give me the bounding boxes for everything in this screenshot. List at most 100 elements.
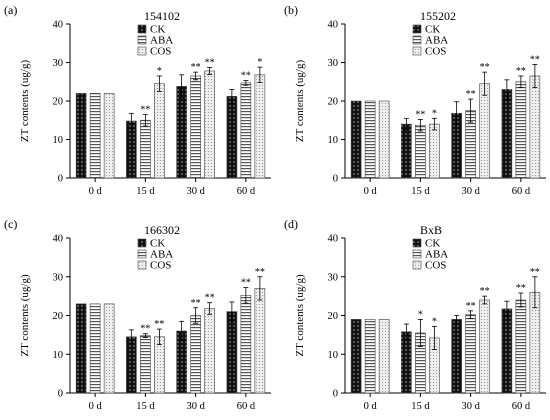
legend-swatch-aba — [137, 249, 147, 259]
y-tick-label: 40 — [53, 20, 64, 31]
chart-panel-2: (b) 155202 ZT contents (ug/g) 0 10 20 30 40 0 d *… — [284, 3, 546, 197]
bar-ck-60d — [501, 89, 513, 179]
bar-aba-60d — [240, 295, 252, 394]
significance-label: ** — [466, 301, 476, 312]
y-tick-label: 10 — [328, 350, 339, 361]
legend-swatch-cos — [412, 260, 422, 270]
chart-title: BxB — [420, 223, 442, 237]
y-tick-label: 40 — [328, 20, 339, 31]
x-tick-label: 0 d — [364, 401, 378, 412]
bar-cos-30d — [204, 70, 215, 179]
significance-label: ** — [530, 267, 540, 278]
legend-swatch-ck — [412, 238, 422, 248]
significance-label: ** — [415, 109, 425, 120]
x-tick-label: 60 d — [237, 186, 256, 197]
significance-label: ** — [241, 278, 251, 289]
x-tick-label: 30 d — [461, 401, 480, 412]
legend-swatch-ck — [137, 238, 147, 248]
legend-label-ck: CK — [425, 238, 440, 250]
legend-label-cos: COS — [425, 46, 446, 58]
legend-label-cos: COS — [150, 260, 171, 272]
bar-cos-60d — [254, 288, 266, 394]
legend-label-aba: ABA — [425, 249, 448, 261]
bar-cos-15d — [429, 123, 440, 179]
significance-label: * — [432, 108, 437, 119]
legend-swatch-cos — [137, 260, 147, 270]
bar-ck-15d — [401, 123, 412, 179]
significance-label: ** — [140, 104, 150, 115]
chart-panel-1: (a) 154102 ZT contents (ug/g) 0 10 20 30 40 0 d *… — [4, 3, 271, 197]
x-tick-label: 60 d — [237, 401, 256, 412]
bar-cos-60d — [254, 74, 266, 179]
x-tick-label: 0 d — [364, 186, 378, 197]
y-tick-label: 0 — [58, 389, 63, 400]
legend-label-aba: ABA — [150, 249, 173, 261]
bar-cos-30d — [479, 83, 490, 179]
panel-label: (a) — [4, 3, 17, 17]
significance-label: ** — [205, 58, 215, 69]
bar-aba-0d — [364, 100, 376, 179]
chart-panel-3: (c) 166302 ZT contents (ug/g) 0 10 20 30 40 0 d *… — [4, 217, 271, 412]
legend-label-cos: COS — [150, 46, 171, 58]
legend-swatch-aba — [137, 35, 147, 45]
bar-aba-60d — [515, 299, 527, 394]
panel-label: (d) — [284, 217, 298, 231]
significance-label: ** — [140, 324, 150, 335]
significance-label: ** — [154, 319, 164, 330]
y-axis-label: ZT contents (ug/g) — [19, 274, 31, 357]
y-tick-label: 20 — [328, 311, 339, 322]
y-tick-label: 40 — [328, 234, 339, 245]
bar-ck-0d — [350, 100, 362, 179]
significance-label: ** — [530, 54, 540, 65]
significance-label: ** — [255, 267, 265, 278]
bar-aba-30d — [190, 75, 201, 179]
bar-aba-30d — [465, 314, 476, 394]
y-tick-label: 30 — [328, 272, 339, 283]
x-tick-label: 30 d — [186, 401, 205, 412]
y-tick-label: 20 — [53, 97, 64, 108]
bar-aba-0d — [89, 303, 101, 394]
legend-label-ck: CK — [150, 238, 165, 250]
significance-label: ** — [516, 283, 526, 294]
bar-cos-60d — [529, 75, 541, 179]
bar-ck-30d — [176, 86, 187, 179]
chart-title: 155202 — [420, 9, 456, 23]
bar-aba-60d — [515, 81, 527, 179]
y-axis-label: ZT contents (ug/g) — [294, 60, 306, 143]
y-tick-label: 40 — [53, 234, 64, 245]
x-tick-label: 60 d — [512, 186, 531, 197]
bar-cos-0d — [103, 303, 115, 394]
y-tick-label: 10 — [53, 135, 64, 146]
legend-swatch-cos — [412, 46, 422, 56]
bar-ck-30d — [451, 319, 462, 394]
y-tick-label: 30 — [53, 58, 64, 69]
significance-label: * — [157, 66, 162, 77]
bar-ck-60d — [226, 311, 238, 394]
legend-label-ck: CK — [150, 24, 165, 36]
legend-label-aba: ABA — [425, 35, 448, 47]
legend-swatch-cos — [137, 46, 147, 56]
y-tick-label: 10 — [328, 135, 339, 146]
significance-label: * — [418, 309, 423, 320]
y-axis-label: ZT contents (ug/g) — [19, 60, 31, 143]
bar-cos-30d — [479, 299, 490, 394]
bar-aba-15d — [140, 119, 151, 179]
bar-aba-60d — [240, 82, 252, 179]
bar-cos-15d — [154, 336, 165, 394]
y-axis-label: ZT contents (ug/g) — [294, 274, 306, 357]
x-tick-label: 60 d — [512, 401, 531, 412]
significance-label: ** — [191, 62, 201, 73]
bar-aba-15d — [415, 124, 426, 179]
y-tick-label: 20 — [53, 311, 64, 322]
legend-swatch-aba — [412, 35, 422, 45]
bar-ck-15d — [126, 120, 137, 179]
legend-label-ck: CK — [425, 24, 440, 36]
y-tick-label: 20 — [328, 97, 339, 108]
bar-ck-15d — [401, 331, 412, 394]
bar-ck-0d — [350, 319, 362, 394]
bar-aba-15d — [140, 335, 151, 394]
